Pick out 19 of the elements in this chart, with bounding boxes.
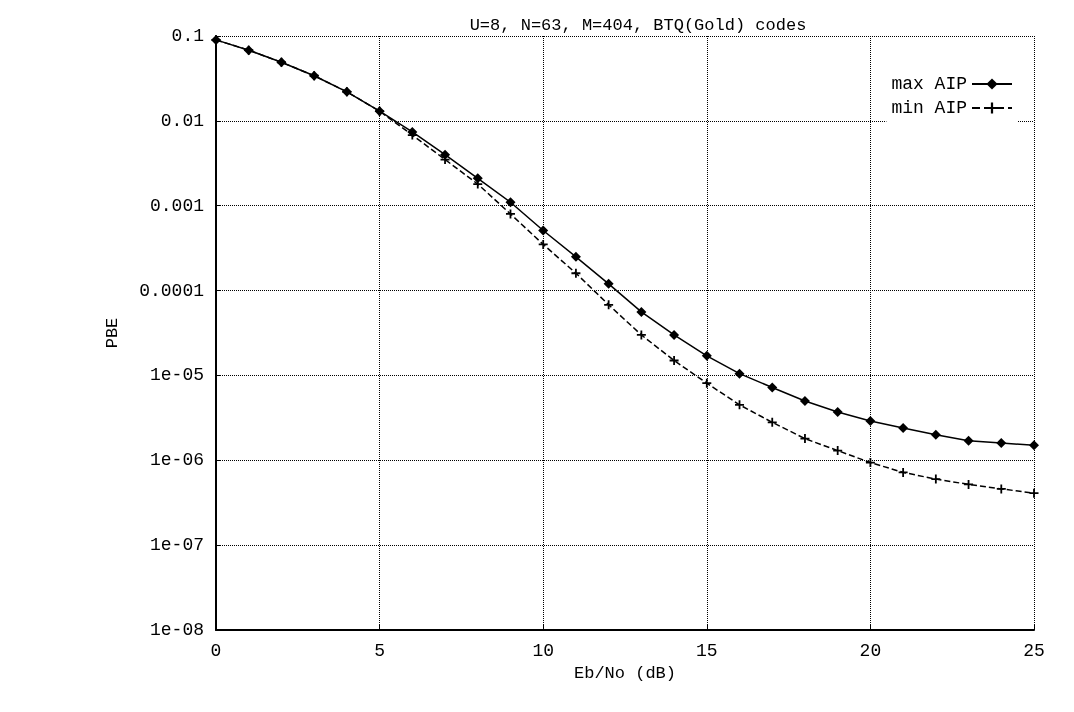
x-tick-label: 0 (210, 641, 222, 661)
y-tick-label: 1e-05 (149, 365, 204, 386)
x-tick-label: 15 (696, 641, 718, 661)
y-tick-label: 0.01 (160, 110, 204, 131)
legend-label: min AIP (891, 98, 967, 118)
y-axis-title: PBE (103, 317, 122, 349)
x-tick-label: 10 (532, 641, 554, 661)
chart-title: U=8, N=63, M=404, BTQ(Gold) codes (469, 16, 807, 35)
y-tick-label: 1e-08 (149, 620, 204, 640)
x-tick-label: 20 (859, 641, 882, 661)
y-tick-label: 0.0001 (139, 280, 204, 301)
x-tick-label: 5 (374, 641, 386, 661)
y-tick-label: 0.1 (171, 26, 204, 46)
x-tick-label: 25 (1023, 641, 1045, 661)
y-tick-label: 0.001 (149, 195, 204, 216)
y-tick-label: 1e-06 (149, 450, 204, 471)
legend-label: max AIP (891, 74, 967, 94)
y-tick-label: 1e-07 (149, 535, 204, 556)
x-axis-title: Eb/No (dB) (573, 663, 677, 683)
